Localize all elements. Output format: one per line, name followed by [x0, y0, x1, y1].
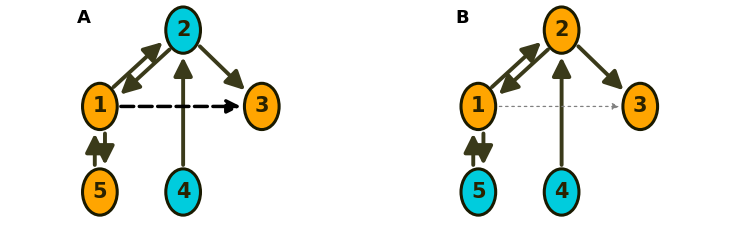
Text: B: B — [455, 9, 469, 27]
Text: 1: 1 — [471, 97, 486, 116]
Ellipse shape — [544, 169, 579, 215]
Text: 3: 3 — [255, 97, 269, 116]
Ellipse shape — [461, 83, 495, 130]
Text: 2: 2 — [176, 20, 191, 40]
Ellipse shape — [82, 169, 117, 215]
Text: 3: 3 — [633, 97, 648, 116]
Text: 4: 4 — [176, 182, 191, 202]
Text: 5: 5 — [471, 182, 486, 202]
Ellipse shape — [82, 83, 117, 130]
Text: A: A — [77, 9, 90, 27]
Ellipse shape — [544, 7, 579, 53]
Ellipse shape — [623, 83, 657, 130]
Ellipse shape — [166, 7, 201, 53]
Text: 5: 5 — [93, 182, 107, 202]
Ellipse shape — [166, 169, 201, 215]
Text: 2: 2 — [554, 20, 569, 40]
Text: 4: 4 — [554, 182, 569, 202]
Ellipse shape — [244, 83, 279, 130]
Text: 1: 1 — [93, 97, 107, 116]
Ellipse shape — [461, 169, 495, 215]
